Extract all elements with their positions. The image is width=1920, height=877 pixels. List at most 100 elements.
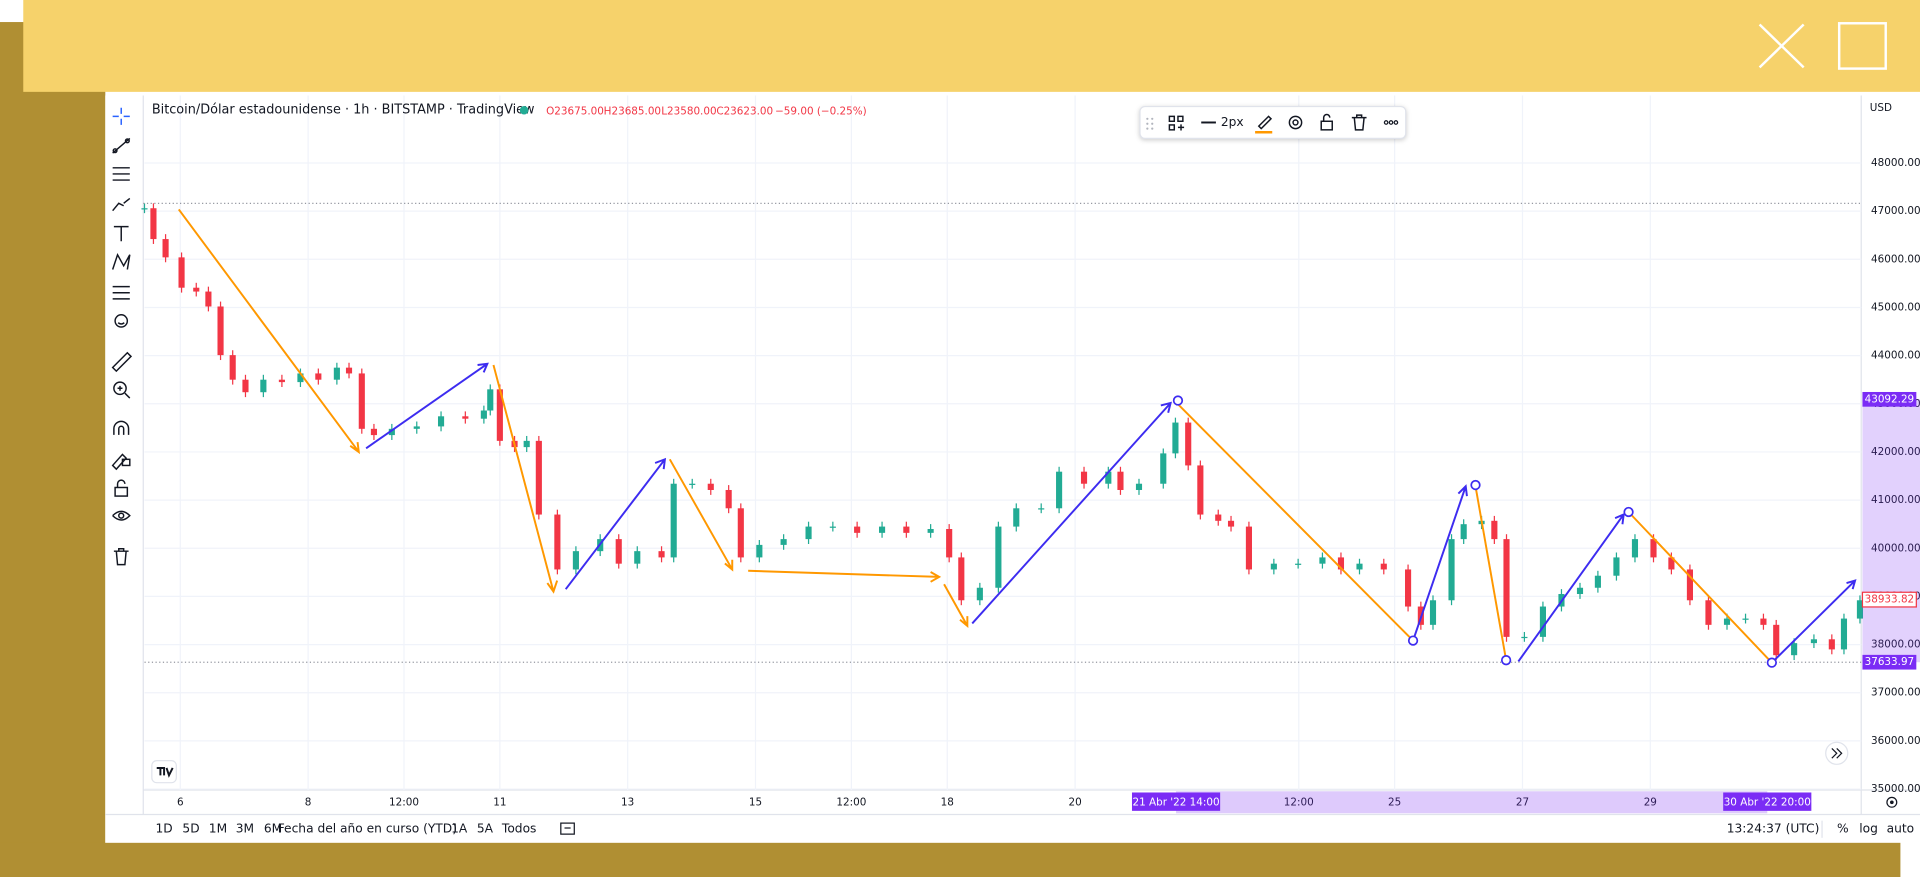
- price-label-box: [1862, 654, 1917, 670]
- range-button[interactable]: 6M: [264, 822, 282, 836]
- candle: [946, 528, 953, 558]
- scale-option[interactable]: log: [1859, 822, 1878, 836]
- candle: [345, 367, 353, 374]
- candle: [1448, 539, 1455, 601]
- candle: [370, 428, 378, 436]
- candle: [1197, 465, 1204, 515]
- price-label: 38933.82: [1865, 594, 1915, 606]
- candle: [689, 483, 696, 485]
- range-button[interactable]: 1M: [209, 822, 227, 836]
- range-button[interactable]: Todos: [501, 822, 537, 836]
- visibility-tool[interactable]: [112, 510, 131, 521]
- trend-line-tool[interactable]: [112, 137, 131, 154]
- magnet-tool[interactable]: [113, 420, 130, 435]
- scroll-right-button[interactable]: [1825, 741, 1849, 765]
- candle: [297, 373, 304, 383]
- icon-tool[interactable]: [114, 314, 129, 328]
- ruler-tool[interactable]: [111, 351, 133, 373]
- price-label-box: [1861, 591, 1917, 608]
- candle: [1405, 569, 1412, 607]
- candle: [1080, 471, 1088, 484]
- y-tick-label: 48000.00: [1871, 157, 1920, 169]
- candle: [634, 551, 641, 564]
- anchor-points: [1172, 395, 1777, 668]
- range-button[interactable]: 1D: [155, 822, 172, 836]
- candle: [523, 440, 530, 448]
- fib-tool[interactable]: [112, 167, 130, 181]
- frame-top: [23, 0, 1920, 92]
- time-label: 21 Abr '22 14:00: [1133, 796, 1220, 808]
- candle: [995, 526, 1002, 588]
- candle: [1056, 471, 1063, 509]
- range-button[interactable]: 3M: [236, 822, 254, 836]
- market-status: [519, 105, 529, 115]
- y-tick-label: 42000.00: [1871, 446, 1920, 458]
- candle: [1105, 471, 1112, 484]
- goto-date-button[interactable]: [560, 822, 575, 835]
- zoom-tool[interactable]: [113, 381, 131, 399]
- delete-button[interactable]: [1351, 114, 1367, 131]
- candle: [829, 526, 836, 528]
- candle: [1337, 557, 1345, 570]
- more-button[interactable]: [1383, 120, 1399, 125]
- range-button[interactable]: 1A: [451, 822, 468, 836]
- candle: [193, 287, 200, 292]
- candle: [1503, 539, 1510, 637]
- crosshair-tool[interactable]: [112, 107, 130, 125]
- candle: [260, 379, 267, 393]
- lock-button[interactable]: [1320, 113, 1333, 131]
- candle: [1521, 636, 1528, 639]
- price-selection: [1862, 399, 1920, 663]
- candle: [1227, 520, 1235, 527]
- candle: [1135, 483, 1143, 490]
- settings-button[interactable]: [1288, 115, 1303, 130]
- candle: [670, 483, 677, 558]
- candle: [1791, 643, 1798, 656]
- currency-select[interactable]: USD: [1870, 102, 1892, 114]
- candle: [1491, 520, 1498, 540]
- lock-tool[interactable]: [114, 479, 129, 497]
- range-button[interactable]: 5D: [182, 822, 199, 836]
- candle: [1013, 508, 1020, 527]
- candle: [1215, 514, 1222, 521]
- range-button[interactable]: 5A: [477, 822, 494, 836]
- candle: [1650, 539, 1657, 558]
- x-tick-label: 8: [305, 796, 312, 808]
- candle: [1773, 624, 1780, 656]
- candle: [927, 528, 934, 533]
- candle: [480, 410, 487, 419]
- line-width-button[interactable]: 2px: [1221, 115, 1244, 129]
- scale-option[interactable]: auto: [1887, 822, 1915, 836]
- candle: [1631, 539, 1639, 558]
- candle: [1172, 422, 1179, 454]
- draw-mode-tool[interactable]: [111, 453, 131, 471]
- template-button[interactable]: [1168, 115, 1185, 131]
- pattern-tool[interactable]: [111, 252, 131, 270]
- candle: [1742, 618, 1749, 620]
- prediction-tool[interactable]: [112, 285, 130, 300]
- candle: [707, 483, 714, 490]
- x-tick-label: 20: [1068, 796, 1081, 808]
- axis-settings[interactable]: [1886, 796, 1898, 808]
- brush-tool[interactable]: [112, 197, 131, 212]
- ohlc-low: L23580.00: [661, 105, 716, 117]
- remove-tool[interactable]: [113, 548, 129, 566]
- text-tool[interactable]: [113, 225, 129, 242]
- price-label-box: [1862, 391, 1917, 407]
- frame-icons: [1758, 22, 1887, 70]
- y-tick-label: 47000.00: [1871, 205, 1920, 217]
- candle: [1160, 453, 1167, 484]
- candle: [1460, 524, 1467, 540]
- y-tick-label: 35000.00: [1871, 783, 1920, 795]
- tv-logo: [151, 760, 177, 784]
- candle: [878, 526, 886, 533]
- scale-option[interactable]: %: [1837, 822, 1849, 836]
- range-button[interactable]: Fecha del año en curso (YTD): [278, 822, 457, 836]
- clock: 13:24:37 (UTC): [1727, 822, 1820, 836]
- y-tick-label: 36000.00: [1871, 735, 1920, 747]
- y-tick-label: 37000.00: [1871, 687, 1920, 699]
- y-tick-label: 38000.00: [1871, 639, 1920, 651]
- y-tick-label: 41000.00: [1871, 494, 1920, 506]
- color-button[interactable]: [1255, 115, 1273, 134]
